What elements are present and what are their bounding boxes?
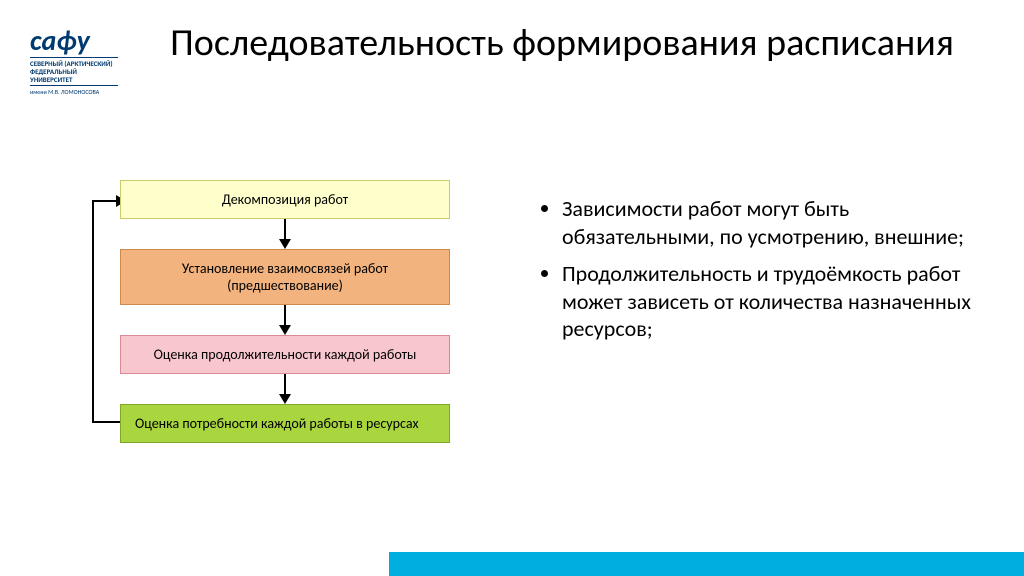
flow-node-2: Оценка продолжительности каждой работы	[120, 335, 450, 374]
university-logo: сафу СЕВЕРНЫЙ (АРКТИЧЕСКИЙ) ФЕДЕРАЛЬНЫЙ …	[30, 28, 118, 96]
bullet-item-0: Зависимости работ могут быть обязательны…	[562, 195, 974, 250]
flow-node-1: Установление взаимосвязей работ (предшес…	[120, 249, 450, 305]
bullet-item-1: Продолжительность и трудоёмкость работ м…	[562, 260, 974, 343]
flow-node-3: Оценка потребности каждой работы в ресур…	[120, 404, 450, 443]
feedback-loop	[92, 200, 120, 423]
flow-arrow-2	[120, 374, 450, 404]
flow-arrow-0	[120, 219, 450, 249]
slide-title: Последовательность формирования расписан…	[140, 22, 984, 66]
flow-node-0: Декомпозиция работ	[120, 180, 450, 219]
logo-attribution: имени М.В. ЛОМОНОСОВА	[30, 88, 118, 96]
footer-accent-bar	[389, 552, 1024, 576]
bullet-list: Зависимости работ могут быть обязательны…	[540, 195, 974, 353]
flow-arrow-1	[120, 305, 450, 335]
logo-subtitle: СЕВЕРНЫЙ (АРКТИЧЕСКИЙ) ФЕДЕРАЛЬНЫЙ УНИВЕ…	[30, 57, 118, 86]
schedule-flowchart: Декомпозиция работ Установление взаимосвя…	[80, 180, 500, 443]
logo-main-text: сафу	[30, 28, 118, 53]
